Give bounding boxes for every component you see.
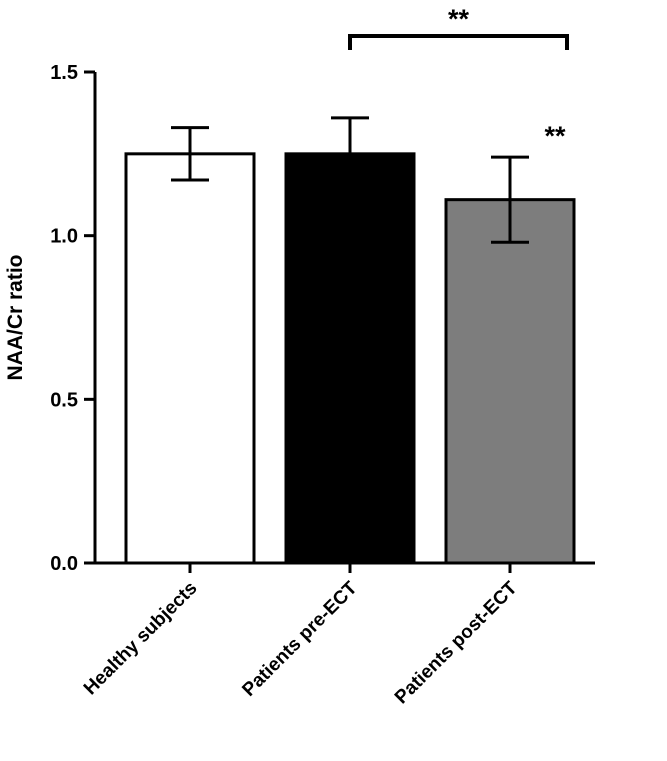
significance-star-patients-post-ect: ** [544, 121, 566, 151]
y-tick-label: 0.0 [50, 553, 78, 575]
significance-bracket [348, 34, 569, 50]
x-tick-label-patients-pre-ect: Patients pre-ECT [238, 577, 361, 700]
bar-patients-pre-ect [284, 152, 416, 565]
bar-patients-post-ect [444, 198, 576, 565]
y-tick-label: 1.0 [50, 226, 78, 248]
y-tick-label: 1.5 [50, 62, 78, 84]
bar-healthy-subjects [124, 152, 256, 565]
x-tick-label-patients-post-ect: Patients post-ECT [391, 577, 522, 708]
x-tick-label-healthy-subjects: Healthy subjects [80, 578, 202, 700]
significance-bracket-label: ** [448, 4, 470, 34]
y-axis-label: NAA/Cr ratio [4, 254, 27, 380]
y-tick-label: 0.5 [50, 389, 78, 411]
